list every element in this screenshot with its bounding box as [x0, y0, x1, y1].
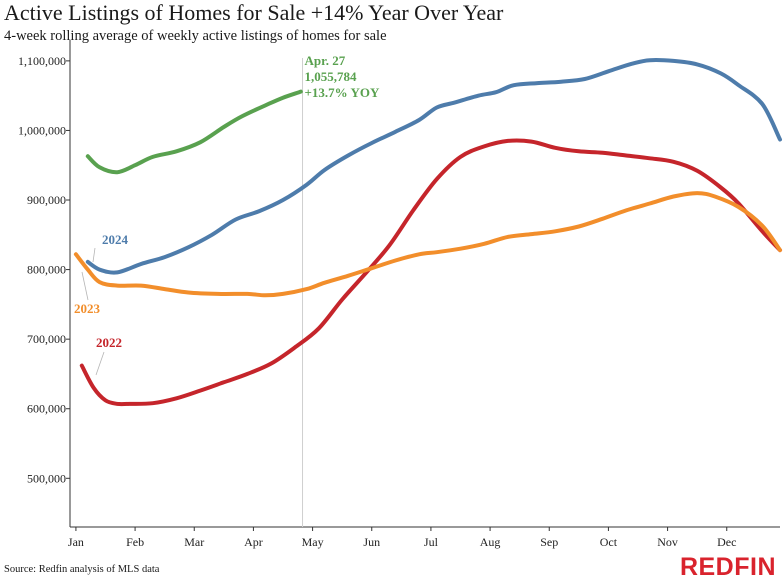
series-label-2023: 2023 — [74, 301, 101, 316]
leader-line-2023 — [81, 271, 89, 301]
x-tick-label: Sep — [540, 535, 558, 549]
leader-line-2022 — [95, 351, 105, 376]
x-tick-label: Dec — [717, 535, 736, 549]
callout-value: 1,055,784 — [305, 69, 358, 84]
y-tick-label: 1,100,000 — [18, 54, 66, 68]
x-tick-label: Jan — [68, 535, 84, 549]
series-line-2022 — [79, 138, 782, 407]
series-label-2022: 2022 — [96, 335, 122, 350]
series-line-2025 — [85, 89, 303, 175]
callout-date: Apr. 27 — [305, 53, 346, 68]
x-tick-label: Mar — [184, 535, 204, 549]
x-tick-label: Feb — [126, 535, 144, 549]
chart-subtitle: 4-week rolling average of weekly active … — [4, 28, 387, 44]
x-tick-label: Nov — [657, 535, 678, 549]
chart-title: Active Listings of Homes for Sale +14% Y… — [4, 0, 504, 25]
y-tick-label: 1,000,000 — [18, 123, 66, 137]
x-tick-label: May — [302, 535, 324, 549]
series-line-2024 — [85, 58, 782, 275]
leader-line-2024 — [92, 247, 96, 263]
series-labels: 2024 2023 2022 — [74, 232, 129, 376]
y-tick-label: 700,000 — [27, 332, 66, 346]
series-line-2023 — [73, 191, 782, 298]
x-axis-ticks: Jan Feb Mar Apr May Jun Jul Aug Sep Oct Nov Dec — [68, 527, 736, 549]
x-tick-label: Oct — [600, 535, 618, 549]
x-tick-label: Jun — [363, 535, 380, 549]
current-value-callout: Apr. 27 1,055,784 +13.7% YOY — [305, 53, 380, 100]
series-label-2024: 2024 — [102, 232, 129, 247]
source-note: Source: Redfin analysis of MLS data — [4, 564, 160, 575]
axes-group — [69, 40, 780, 528]
x-tick-label: Apr — [244, 535, 263, 549]
y-axis-ticks: 1,100,000 1,000,000 900,000 800,000 700,000 6… — [18, 54, 70, 485]
y-tick-label: 500,000 — [27, 471, 66, 485]
x-tick-label: Jul — [424, 535, 439, 549]
callout-yoy-change: +13.7% YOY — [305, 85, 380, 100]
redfin-logo: REDFIN — [679, 553, 776, 581]
y-tick-label: 600,000 — [27, 402, 66, 416]
x-tick-label: Aug — [480, 535, 501, 549]
y-tick-label: 900,000 — [27, 193, 66, 207]
y-tick-label: 800,000 — [27, 263, 66, 277]
series-group — [73, 58, 782, 407]
